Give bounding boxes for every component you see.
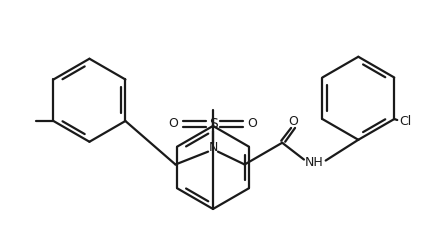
Text: Cl: Cl xyxy=(398,115,411,129)
Text: NH: NH xyxy=(304,156,322,169)
Text: O: O xyxy=(247,117,257,130)
Text: N: N xyxy=(208,141,217,154)
Text: S: S xyxy=(208,117,217,131)
Text: O: O xyxy=(288,115,297,129)
Text: O: O xyxy=(168,117,178,130)
